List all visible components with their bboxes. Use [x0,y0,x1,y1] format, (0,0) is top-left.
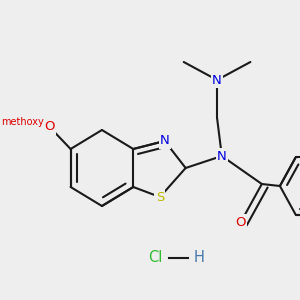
Text: N: N [212,74,222,86]
Text: methoxy: methoxy [3,118,40,127]
Text: S: S [156,190,164,203]
Text: O: O [3,116,13,128]
Text: methoxy: methoxy [2,117,44,127]
Text: O: O [44,121,55,134]
Text: Cl: Cl [148,250,162,266]
Text: N: N [160,134,169,148]
Text: O: O [44,121,55,134]
Text: N: N [217,149,227,163]
Text: O: O [236,215,246,229]
Text: H: H [194,250,205,266]
